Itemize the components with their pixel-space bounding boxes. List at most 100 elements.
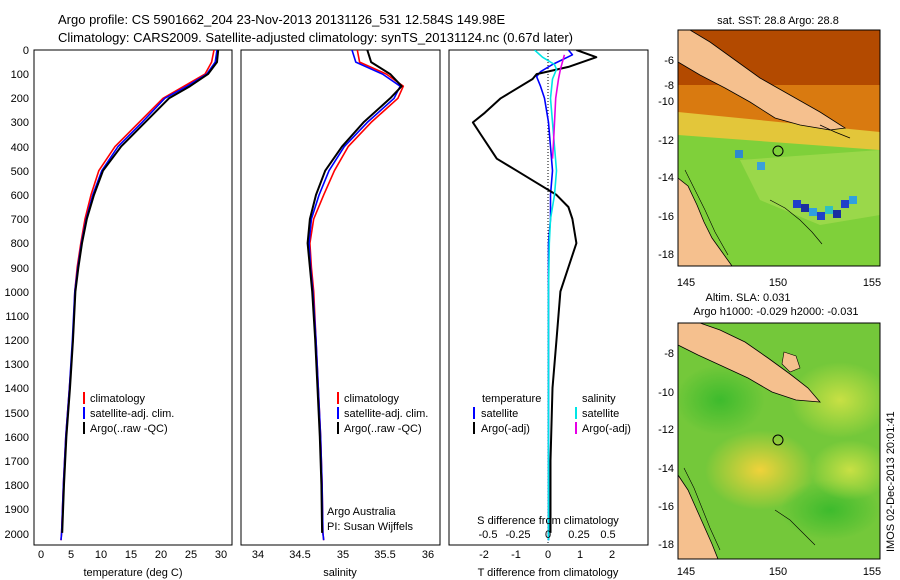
legend-label-climatology: climatology [344, 393, 400, 405]
temp-xtick-label: 20 [155, 549, 167, 561]
sst-cool-pixel [801, 204, 809, 212]
sal-xtick-label: 34.5 [289, 549, 310, 561]
sla-map-frame [677, 322, 881, 560]
sal-xtick-label: 35.5 [374, 549, 395, 561]
sst-cool-pixel [841, 200, 849, 208]
difference-panel: temperature satellite Argo(-adj) salinit… [448, 49, 649, 579]
series-line-salinity-argo [551, 54, 566, 159]
temp-xtick-label: 0 [38, 549, 44, 561]
depth-axis-labels: 0 100 200 300 400 500 600 700 800 900 10… [5, 45, 29, 541]
land-island [781, 351, 801, 373]
t-diff-tick-label: -2 [479, 549, 489, 561]
sst-yellow-band [678, 112, 880, 150]
depth-tick-label: 1600 [5, 432, 29, 444]
temp-xtick-label: 5 [68, 549, 74, 561]
argo-float-marker [772, 434, 784, 446]
t-diff-tick-label: 2 [609, 549, 615, 561]
s-diff-tick-label: -0.25 [505, 529, 530, 541]
sla-map: Altim. SLA: 0.031 Argo h1000: -0.029 h20… [658, 292, 881, 578]
depth-tick-label: 200 [11, 93, 29, 105]
sal-xtick-label: 34 [252, 549, 264, 561]
sst-ytick-label: -12 [658, 135, 674, 147]
depth-tick-label: 0 [23, 45, 29, 57]
sla-xtick-label: 145 [677, 566, 695, 578]
depth-tick-label: 400 [11, 142, 29, 154]
depth-tick-label: 1200 [5, 335, 29, 347]
depth-tick-label: 500 [11, 166, 29, 178]
sst-ytick-label: -10 [658, 96, 674, 108]
island-outline [819, 124, 851, 139]
depth-tick-label: 1700 [5, 456, 29, 468]
sst-cool-pixel [757, 162, 765, 170]
reef-outline [769, 199, 823, 245]
salinity-series [306, 50, 405, 541]
legend-label-argo: Argo(..raw -QC) [90, 423, 168, 435]
difference-legend: temperature satellite Argo(-adj) salinit… [473, 393, 631, 435]
depth-contour [683, 467, 721, 551]
header-line-2: Climatology: CARS2009. Satellite-adjuste… [58, 30, 573, 45]
sst-cool-pixel [809, 208, 817, 216]
temperature-x-label: temperature (deg C) [83, 567, 182, 579]
sst-cool-pixel [793, 200, 801, 208]
temp-xtick-label: 10 [95, 549, 107, 561]
sla-xtick-label: 150 [769, 566, 787, 578]
depth-contour [684, 169, 729, 256]
sst-cool-pixel [735, 150, 743, 158]
difference-series [471, 50, 598, 541]
header-line-1: Argo profile: CS 5901662_204 23-Nov-2013… [58, 12, 505, 27]
salinity-annotation-line1: Argo Australia [327, 506, 396, 518]
sst-cool-pixel [833, 210, 841, 218]
sst-ytick-label: -18 [658, 249, 674, 261]
sla-yellow-patch [810, 440, 880, 500]
salinity-annotation-line2: PI: Susan Wijffels [327, 521, 413, 533]
temperature-series [60, 50, 220, 541]
sla-ytick-label: -18 [658, 539, 674, 551]
land-new-guinea [678, 323, 821, 403]
depth-tick-label: 1800 [5, 480, 29, 492]
temperature-x-ticks: 0 5 10 15 20 25 30 [38, 549, 227, 561]
legend-label-sal-satellite: satellite [582, 408, 619, 420]
t-difference-x-label: T difference from climatology [478, 567, 619, 579]
s-diff-tick-label: 0.5 [600, 529, 615, 541]
sla-yellow-patch [705, 430, 815, 510]
legend-heading-temperature: temperature [482, 393, 541, 405]
sla-dark-green-patch [678, 365, 765, 435]
s-diff-tick-label: 0 [545, 529, 551, 541]
sst-map: sat. SST: 28.8 Argo: 28.8 145 [658, 15, 881, 289]
sal-xtick-label: 35 [337, 549, 349, 561]
sla-map-title-line1: Altim. SLA: 0.031 [706, 292, 791, 304]
temp-xtick-label: 15 [125, 549, 137, 561]
temp-xtick-label: 30 [215, 549, 227, 561]
t-diff-tick-label: 1 [577, 549, 583, 561]
sal-xtick-label: 36 [422, 549, 434, 561]
sla-ytick-label: -10 [658, 387, 674, 399]
depth-tick-label: 1300 [5, 359, 29, 371]
legend-label-temp-satellite: satellite [481, 408, 518, 420]
sst-xtick-label: 155 [863, 277, 881, 289]
temperature-legend: climatology satellite-adj. clim. Argo(..… [83, 392, 174, 435]
legend-label-argo: Argo(..raw -QC) [344, 423, 422, 435]
legend-heading-salinity: salinity [582, 393, 616, 405]
sla-map-image [678, 323, 880, 559]
land-australia [678, 474, 719, 559]
depth-tick-label: 700 [11, 214, 29, 226]
depth-tick-label: 1900 [5, 504, 29, 516]
sst-ytick-label: -16 [658, 211, 674, 223]
sst-map-image [678, 30, 880, 266]
reef-outline [774, 509, 816, 546]
sla-map-title-line2: Argo h1000: -0.029 h2000: -0.031 [693, 306, 858, 318]
depth-tick-label: 600 [11, 190, 29, 202]
t-diff-tick-label: -1 [511, 549, 521, 561]
t-diff-tick-label: 0 [545, 549, 551, 561]
depth-tick-label: 300 [11, 117, 29, 129]
series-line-argo [306, 50, 403, 533]
sla-yellow-patch [790, 362, 880, 438]
sst-map-title: sat. SST: 28.8 Argo: 28.8 [717, 15, 839, 27]
legend-label-satellite: satellite-adj. clim. [344, 408, 428, 420]
depth-tick-label: 1500 [5, 408, 29, 420]
temperature-panel: 0 5 10 15 20 25 30 0 100 200 300 400 500… [5, 45, 233, 579]
s-diff-tick-label: -0.5 [479, 529, 498, 541]
legend-label-sal-argo: Argo(-adj) [582, 423, 631, 435]
sst-xtick-label: 145 [677, 277, 695, 289]
salinity-legend: climatology satellite-adj. clim. Argo(..… [337, 392, 428, 435]
